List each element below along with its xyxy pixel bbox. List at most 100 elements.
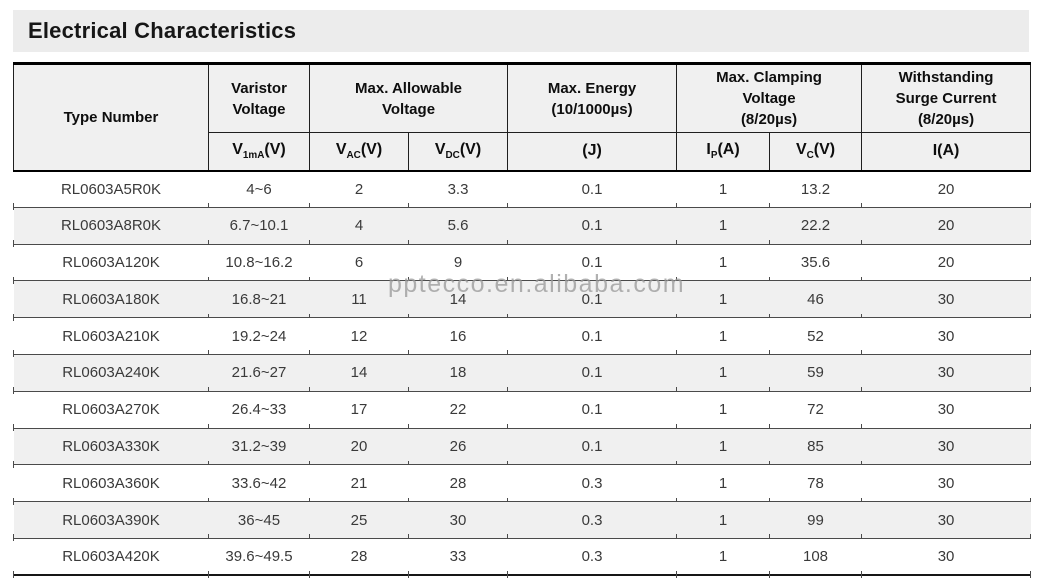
cell-energy: 0.1: [507, 207, 677, 247]
table-row: RL0603A360K 33.6~42 21 28 0.3 1 78 30: [13, 464, 1032, 504]
cell-surge-current: 20: [861, 244, 1032, 284]
cell-vc: 99: [769, 501, 862, 541]
col-header-vac: VAC(V): [309, 132, 409, 172]
col-header-vc: VC(V): [769, 132, 863, 172]
cell-ip: 1: [676, 538, 770, 578]
cell-ip: 1: [676, 464, 770, 504]
cell-vdc: 22: [407, 391, 508, 431]
table-row: RL0603A240K 21.6~27 14 18 0.1 1 59 30: [13, 354, 1032, 394]
cell-vac: 4: [309, 207, 409, 247]
cell-vac: 17: [309, 391, 409, 431]
cell-varistor-voltage: 19.2~24: [208, 317, 310, 357]
cell-type-number: RL0603A390K: [13, 501, 209, 541]
page-title: Electrical Characteristics: [28, 18, 297, 43]
cell-varistor-voltage: 10.8~16.2: [208, 244, 310, 284]
cell-vac: 11: [309, 280, 409, 320]
cell-type-number: RL0603A270K: [13, 391, 209, 431]
cell-varistor-voltage: 31.2~39: [208, 428, 310, 468]
cell-varistor-voltage: 26.4~33: [208, 391, 310, 431]
cell-vc: 22.2: [769, 207, 862, 247]
cell-ip: 1: [676, 501, 770, 541]
cell-energy: 0.1: [507, 280, 677, 320]
cell-surge-current: 20: [861, 170, 1032, 210]
cell-ip: 1: [676, 207, 770, 247]
cell-energy: 0.1: [507, 354, 677, 394]
cell-type-number: RL0603A8R0K: [13, 207, 209, 247]
cell-vc: 46: [769, 280, 862, 320]
cell-type-number: RL0603A180K: [13, 280, 209, 320]
cell-energy: 0.3: [507, 464, 677, 504]
cell-surge-current: 30: [861, 538, 1032, 578]
cell-type-number: RL0603A120K: [13, 244, 209, 284]
cell-varistor-voltage: 16.8~21: [208, 280, 310, 320]
cell-surge-current: 30: [861, 317, 1032, 357]
cell-type-number: RL0603A420K: [13, 538, 209, 578]
col-header-v1ma: V1mA(V): [208, 132, 310, 172]
table-row: RL0603A120K 10.8~16.2 6 9 0.1 1 35.6 20: [13, 244, 1032, 284]
col-group-max-energy: Max. Energy (10/1000µs): [507, 62, 678, 133]
cell-varistor-voltage: 6.7~10.1: [208, 207, 310, 247]
cell-surge-current: 30: [861, 280, 1032, 320]
cell-vc: 85: [769, 428, 862, 468]
cell-energy: 0.1: [507, 428, 677, 468]
cell-energy: 0.1: [507, 170, 677, 210]
col-group-max-clamping-voltage: Max. Clamping Voltage (8/20µs): [676, 62, 863, 133]
cell-vdc: 28: [407, 464, 508, 504]
col-header-i: I(A): [861, 132, 1032, 172]
cell-varistor-voltage: 4~6: [208, 170, 310, 210]
cell-vdc: 5.6: [407, 207, 508, 247]
cell-energy: 0.3: [507, 538, 677, 578]
electrical-characteristics-table: Type Number Varistor Voltage Max. Allowa…: [13, 62, 1032, 578]
cell-energy: 0.3: [507, 501, 677, 541]
cell-type-number: RL0603A330K: [13, 428, 209, 468]
cell-vac: 14: [309, 354, 409, 394]
cell-vdc: 3.3: [407, 170, 508, 210]
cell-surge-current: 30: [861, 464, 1032, 504]
cell-vac: 20: [309, 428, 409, 468]
col-group-varistor-voltage: Varistor Voltage: [208, 62, 310, 133]
cell-vdc: 9: [407, 244, 508, 284]
cell-vdc: 26: [407, 428, 508, 468]
electrical-characteristics-table-wrap: Type Number Varistor Voltage Max. Allowa…: [13, 62, 1032, 578]
cell-vac: 21: [309, 464, 409, 504]
cell-type-number: RL0603A210K: [13, 317, 209, 357]
cell-surge-current: 30: [861, 501, 1032, 541]
cell-varistor-voltage: 21.6~27: [208, 354, 310, 394]
col-header-ip: IP(A): [676, 132, 771, 172]
col-header-type-number: Type Number: [13, 62, 209, 172]
cell-surge-current: 30: [861, 391, 1032, 431]
cell-vc: 35.6: [769, 244, 862, 284]
cell-varistor-voltage: 36~45: [208, 501, 310, 541]
cell-ip: 1: [676, 280, 770, 320]
col-header-vdc: VDC(V): [407, 132, 509, 172]
table-row: RL0603A330K 31.2~39 20 26 0.1 1 85 30: [13, 428, 1032, 468]
cell-surge-current: 30: [861, 354, 1032, 394]
cell-energy: 0.1: [507, 391, 677, 431]
cell-vc: 13.2: [769, 170, 862, 210]
cell-vdc: 18: [407, 354, 508, 394]
table-row: RL0603A8R0K 6.7~10.1 4 5.6 0.1 1 22.2 20: [13, 207, 1032, 247]
cell-vc: 59: [769, 354, 862, 394]
cell-vac: 25: [309, 501, 409, 541]
table-row: RL0603A210K 19.2~24 12 16 0.1 1 52 30: [13, 317, 1032, 357]
cell-vc: 108: [769, 538, 862, 578]
cell-vac: 12: [309, 317, 409, 357]
cell-vc: 72: [769, 391, 862, 431]
cell-surge-current: 20: [861, 207, 1032, 247]
cell-type-number: RL0603A5R0K: [13, 170, 209, 210]
col-group-withstanding-surge-current: Withstanding Surge Current (8/20µs): [861, 62, 1032, 133]
cell-vc: 78: [769, 464, 862, 504]
cell-varistor-voltage: 39.6~49.5: [208, 538, 310, 578]
cell-ip: 1: [676, 391, 770, 431]
cell-surge-current: 30: [861, 428, 1032, 468]
cell-vc: 52: [769, 317, 862, 357]
cell-ip: 1: [676, 428, 770, 468]
table-row: RL0603A180K 16.8~21 11 14 0.1 1 46 30: [13, 280, 1032, 320]
section-title-bar: Electrical Characteristics: [13, 10, 1029, 52]
cell-ip: 1: [676, 170, 770, 210]
table-row: RL0603A390K 36~45 25 30 0.3 1 99 30: [13, 501, 1032, 541]
cell-vac: 28: [309, 538, 409, 578]
cell-vdc: 30: [407, 501, 508, 541]
cell-vac: 6: [309, 244, 409, 284]
